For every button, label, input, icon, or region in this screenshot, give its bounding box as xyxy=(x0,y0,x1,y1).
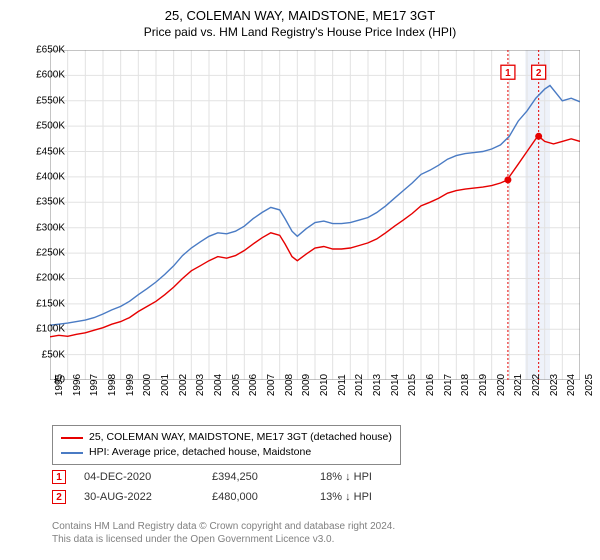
x-tick-label: 2018 xyxy=(460,374,471,396)
tx-date: 30-AUG-2022 xyxy=(84,491,194,503)
x-tick-label: 1995 xyxy=(54,374,65,396)
x-tick-label: 2021 xyxy=(513,374,524,396)
svg-text:1: 1 xyxy=(505,68,511,79)
x-tick-label: 2004 xyxy=(213,374,224,396)
tx-price: £480,000 xyxy=(212,491,302,503)
legend-item: HPI: Average price, detached house, Maid… xyxy=(61,445,392,460)
x-tick-label: 2007 xyxy=(266,374,277,396)
x-tick-label: 2025 xyxy=(584,374,595,396)
x-tick-label: 2010 xyxy=(319,374,330,396)
x-tick-label: 2022 xyxy=(531,374,542,396)
tx-price: £394,250 xyxy=(212,471,302,483)
title-block: 25, COLEMAN WAY, MAIDSTONE, ME17 3GT Pri… xyxy=(0,0,600,39)
tx-delta: 13% ↓ HPI xyxy=(320,491,372,503)
footer-note: Contains HM Land Registry data © Crown c… xyxy=(52,520,395,546)
legend-label: HPI: Average price, detached house, Maid… xyxy=(89,445,311,460)
tx-delta: 18% ↓ HPI xyxy=(320,471,372,483)
x-tick-label: 1997 xyxy=(89,374,100,396)
y-tick-label: £200K xyxy=(20,273,65,284)
y-tick-label: £600K xyxy=(20,70,65,81)
x-tick-label: 2020 xyxy=(496,374,507,396)
x-tick-label: 2011 xyxy=(337,374,348,396)
legend-item: 25, COLEMAN WAY, MAIDSTONE, ME17 3GT (de… xyxy=(61,430,392,445)
x-tick-label: 2023 xyxy=(549,374,560,396)
transaction-row: 2 30-AUG-2022 £480,000 13% ↓ HPI xyxy=(52,490,572,504)
x-tick-label: 2006 xyxy=(248,374,259,396)
y-tick-label: £450K xyxy=(20,146,65,157)
legend-label: 25, COLEMAN WAY, MAIDSTONE, ME17 3GT (de… xyxy=(89,430,392,445)
footer-line-2: This data is licensed under the Open Gov… xyxy=(52,533,395,546)
x-tick-label: 2002 xyxy=(178,374,189,396)
footer-line-1: Contains HM Land Registry data © Crown c… xyxy=(52,520,395,533)
x-tick-label: 2008 xyxy=(284,374,295,396)
legend: 25, COLEMAN WAY, MAIDSTONE, ME17 3GT (de… xyxy=(52,425,401,465)
y-tick-label: £550K xyxy=(20,95,65,106)
sub-title: Price paid vs. HM Land Registry's House … xyxy=(0,25,600,39)
x-tick-label: 2017 xyxy=(443,374,454,396)
line-chart: 12 xyxy=(50,50,580,380)
transaction-row: 1 04-DEC-2020 £394,250 18% ↓ HPI xyxy=(52,470,572,484)
legend-swatch xyxy=(61,437,83,439)
x-tick-label: 1999 xyxy=(125,374,136,396)
y-tick-label: £300K xyxy=(20,222,65,233)
x-tick-label: 2001 xyxy=(160,374,171,396)
y-tick-label: £650K xyxy=(20,45,65,56)
y-tick-label: £100K xyxy=(20,324,65,335)
y-tick-label: £50K xyxy=(20,349,65,360)
y-tick-label: £500K xyxy=(20,121,65,132)
chart-container: 25, COLEMAN WAY, MAIDSTONE, ME17 3GT Pri… xyxy=(0,0,600,560)
main-title: 25, COLEMAN WAY, MAIDSTONE, ME17 3GT xyxy=(0,8,600,23)
y-tick-label: £350K xyxy=(20,197,65,208)
x-tick-label: 2019 xyxy=(478,374,489,396)
legend-swatch xyxy=(61,452,83,454)
marker-badge: 1 xyxy=(52,470,66,484)
x-tick-label: 2005 xyxy=(231,374,242,396)
x-tick-label: 2014 xyxy=(390,374,401,396)
x-tick-label: 2009 xyxy=(301,374,312,396)
tx-date: 04-DEC-2020 xyxy=(84,471,194,483)
x-tick-label: 2003 xyxy=(195,374,206,396)
y-tick-label: £150K xyxy=(20,298,65,309)
x-tick-label: 2024 xyxy=(566,374,577,396)
y-tick-label: £250K xyxy=(20,248,65,259)
y-tick-label: £400K xyxy=(20,171,65,182)
x-tick-label: 2013 xyxy=(372,374,383,396)
x-tick-label: 2012 xyxy=(354,374,365,396)
x-tick-label: 2000 xyxy=(142,374,153,396)
marker-badge: 2 xyxy=(52,490,66,504)
svg-text:2: 2 xyxy=(536,68,542,79)
transaction-table: 1 04-DEC-2020 £394,250 18% ↓ HPI 2 30-AUG-202… xyxy=(52,470,572,510)
x-tick-label: 2016 xyxy=(425,374,436,396)
x-tick-label: 1998 xyxy=(107,374,118,396)
x-tick-label: 1996 xyxy=(72,374,83,396)
x-tick-label: 2015 xyxy=(407,374,418,396)
